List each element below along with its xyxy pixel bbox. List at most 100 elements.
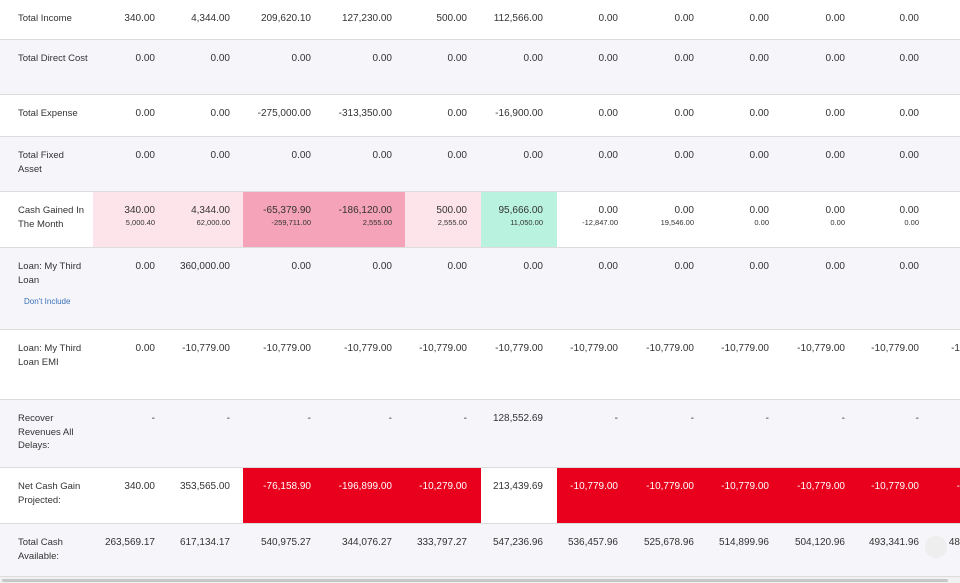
value-cell[interactable]: -10,779.00: [392, 342, 467, 355]
value-cell[interactable]: 0.00: [317, 149, 392, 162]
value-cell[interactable]: 525,678.96: [619, 536, 694, 549]
value-cell[interactable]: 536,457.96: [543, 536, 618, 549]
value-cell[interactable]: 0.00: [468, 52, 543, 65]
value-cell[interactable]: 0.00: [80, 260, 155, 273]
value-cell[interactable]: 493,341.96: [844, 536, 919, 549]
value-cell[interactable]: 0.00 0.00: [694, 204, 769, 229]
value-cell[interactable]: 0.00: [844, 149, 919, 162]
value-cell[interactable]: 514,899.96: [694, 536, 769, 549]
value-cell[interactable]: 0.00: [694, 149, 769, 162]
value-cell[interactable]: -10,779.00: [619, 480, 694, 493]
value-cell[interactable]: 617,134.17: [155, 536, 230, 549]
value-cell[interactable]: -76,158.90: [236, 480, 311, 493]
value-cell[interactable]: 360,000.00: [155, 260, 230, 273]
value-cell[interactable]: 0.00 19,546.00: [619, 204, 694, 229]
value-cell[interactable]: 0.00: [236, 149, 311, 162]
value-cell[interactable]: 0.00: [543, 107, 618, 120]
value-cell[interactable]: 0.00: [155, 107, 230, 120]
value-cell[interactable]: 128,552.69: [468, 412, 543, 425]
value-cell[interactable]: 263,569.17: [80, 536, 155, 549]
value-cell[interactable]: 0.00: [619, 52, 694, 65]
value-cell[interactable]: -1: [885, 342, 960, 355]
value-cell[interactable]: 0.00: [543, 12, 618, 25]
value-cell[interactable]: 0.00: [80, 149, 155, 162]
value-cell[interactable]: -10,779.00: [236, 342, 311, 355]
value-cell[interactable]: 0.00: [770, 52, 845, 65]
value-cell[interactable]: 127,230.00: [317, 12, 392, 25]
scrollbar-thumb[interactable]: [2, 579, 948, 582]
value-cell[interactable]: 0.00: [155, 149, 230, 162]
value-cell[interactable]: -: [392, 412, 467, 425]
value-cell[interactable]: -65,379.90 -259,711.00: [236, 204, 311, 229]
value-cell[interactable]: 209,620.10: [236, 12, 311, 25]
value-cell[interactable]: 0.00: [392, 52, 467, 65]
value-cell[interactable]: 48: [885, 536, 960, 549]
value-cell[interactable]: -10,779.00: [155, 342, 230, 355]
value-cell[interactable]: 353,565.00: [155, 480, 230, 493]
value-cell[interactable]: -10,779.00: [770, 480, 845, 493]
value-cell[interactable]: 0.00: [80, 107, 155, 120]
value-cell[interactable]: -: [155, 412, 230, 425]
value-cell[interactable]: -: [317, 412, 392, 425]
value-cell[interactable]: 0.00: [770, 149, 845, 162]
value-cell[interactable]: 95,666.00 11,050.00: [468, 204, 544, 229]
value-cell[interactable]: 0.00: [392, 149, 467, 162]
value-cell[interactable]: 0.00: [694, 107, 769, 120]
value-cell[interactable]: 0.00: [155, 52, 230, 65]
value-cell[interactable]: -10,779.00: [543, 342, 618, 355]
value-cell[interactable]: 4,344.00 62,000.00: [155, 204, 230, 229]
value-cell[interactable]: 0.00: [543, 260, 618, 273]
value-cell[interactable]: 340.00: [80, 12, 155, 25]
value-cell[interactable]: -10,779.00: [844, 480, 919, 493]
value-cell[interactable]: -10,779.00: [770, 342, 845, 355]
value-cell[interactable]: 0.00: [770, 107, 845, 120]
value-cell[interactable]: 0.00: [468, 149, 543, 162]
value-cell[interactable]: -313,350.00: [317, 107, 392, 120]
value-cell[interactable]: 0.00: [694, 52, 769, 65]
value-cell[interactable]: 344,076.27: [317, 536, 392, 549]
value-cell[interactable]: 0.00: [543, 52, 618, 65]
value-cell[interactable]: 0.00: [236, 260, 311, 273]
value-cell[interactable]: 213,439.69: [468, 480, 543, 493]
value-cell[interactable]: -10,779.00: [619, 342, 694, 355]
value-cell[interactable]: 340.00 5,000.40: [80, 204, 155, 229]
value-cell[interactable]: 0.00: [80, 52, 155, 65]
value-cell[interactable]: -16,900.00: [468, 107, 543, 120]
value-cell[interactable]: 0.00: [543, 149, 618, 162]
value-cell[interactable]: 4,344.00: [155, 12, 230, 25]
value-cell[interactable]: -10,779.00: [844, 342, 919, 355]
value-cell[interactable]: 0.00: [770, 260, 845, 273]
value-cell[interactable]: 0.00: [770, 12, 845, 25]
value-cell[interactable]: -: [543, 412, 618, 425]
value-cell[interactable]: -: [236, 412, 311, 425]
value-cell[interactable]: 0.00: [317, 52, 392, 65]
value-cell[interactable]: 500.00 2,555.00: [392, 204, 467, 229]
value-cell[interactable]: 0.00: [694, 12, 769, 25]
value-cell[interactable]: -10,279.00: [392, 480, 467, 493]
value-cell[interactable]: 540,975.27: [236, 536, 311, 549]
value-cell[interactable]: 0.00: [317, 260, 392, 273]
value-cell[interactable]: 0.00: [236, 52, 311, 65]
value-cell[interactable]: 0.00: [468, 260, 543, 273]
value-cell[interactable]: 500.00: [392, 12, 467, 25]
value-cell[interactable]: 0.00: [80, 342, 155, 355]
value-cell[interactable]: -10,779.00: [694, 342, 769, 355]
value-cell[interactable]: 0.00: [694, 260, 769, 273]
value-cell[interactable]: 0.00 0.00: [770, 204, 845, 229]
value-cell[interactable]: -10,779.00: [468, 342, 543, 355]
value-cell[interactable]: -10,779.00: [317, 342, 392, 355]
value-cell[interactable]: 333,797.27: [392, 536, 467, 549]
value-cell[interactable]: 0.00: [619, 107, 694, 120]
value-cell[interactable]: -10,779.00: [543, 480, 618, 493]
value-cell[interactable]: 340.00: [80, 480, 155, 493]
value-cell[interactable]: 0.00: [619, 149, 694, 162]
value-cell[interactable]: 0.00: [619, 260, 694, 273]
value-cell[interactable]: 0.00: [844, 107, 919, 120]
value-cell[interactable]: 0.00: [844, 52, 919, 65]
value-cell[interactable]: 0.00: [392, 260, 467, 273]
value-cell[interactable]: -275,000.00: [236, 107, 311, 120]
value-cell[interactable]: -10,779.00: [694, 480, 769, 493]
value-cell[interactable]: 0.00 -12,847.00: [543, 204, 618, 229]
value-cell[interactable]: 0.00: [844, 12, 919, 25]
value-cell[interactable]: -: [619, 412, 694, 425]
